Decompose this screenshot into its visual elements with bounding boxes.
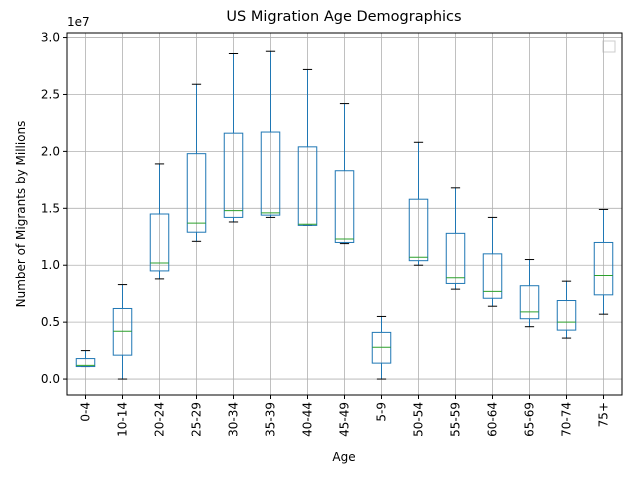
x-tick-label: 10-14 <box>116 402 130 437</box>
x-tick-label: 5-9 <box>375 402 389 422</box>
x-tick-label: 20-24 <box>153 402 167 437</box>
box <box>149 213 170 272</box>
y-tick-label: 3.0 <box>41 31 60 45</box>
x-tick-label: 60-64 <box>486 402 500 437</box>
box <box>519 285 540 320</box>
y-tick-label: 1.0 <box>41 258 60 272</box>
y-axis-label: Number of Migrants by Millions <box>14 121 28 308</box>
box <box>334 170 355 243</box>
box <box>445 232 466 284</box>
x-tick-label: 40-44 <box>301 402 315 437</box>
box <box>482 253 503 299</box>
legend <box>602 40 616 53</box>
y-tick-label: 1.5 <box>41 201 60 215</box>
x-axis-label: Age <box>332 450 355 464</box>
x-tick-label: 75+ <box>597 402 611 427</box>
box <box>593 241 614 296</box>
y-tick-label: 2.5 <box>41 87 60 101</box>
plot-frame <box>66 32 623 396</box>
box <box>186 153 207 233</box>
box <box>260 131 281 216</box>
box <box>556 300 577 331</box>
x-tick-label: 35-39 <box>264 402 278 437</box>
y-tick-label: 0.0 <box>41 372 60 386</box>
x-tick-label: 45-49 <box>338 402 352 437</box>
y-offset-label: 1e7 <box>67 15 90 29</box>
box <box>112 307 133 356</box>
x-tick-label: 70-74 <box>560 402 574 437</box>
x-tick-label: 50-54 <box>412 402 426 437</box>
chart-title: US Migration Age Demographics <box>226 9 461 25</box>
box <box>371 331 392 364</box>
x-tick-label: 30-34 <box>227 402 241 437</box>
y-tick-label: 2.0 <box>41 144 60 158</box>
y-tick-label: 0.5 <box>41 315 60 329</box>
box <box>223 132 244 218</box>
x-tick-label: 0-4 <box>79 402 93 422</box>
x-tick-label: 25-29 <box>190 402 204 437</box>
box <box>297 146 318 226</box>
box <box>75 358 96 368</box>
x-tick-label: 55-59 <box>449 402 463 437</box>
box <box>408 198 429 262</box>
x-tick-label: 65-69 <box>523 402 537 437</box>
